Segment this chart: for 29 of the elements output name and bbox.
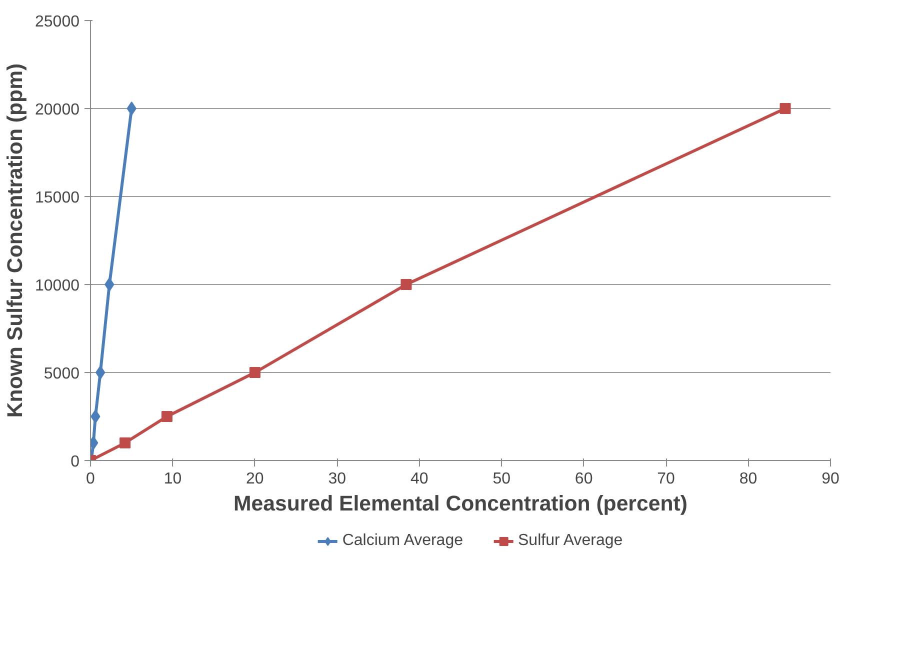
x-tick-label: 80	[739, 470, 758, 488]
x-tick-label: 60	[574, 470, 593, 488]
y-tick-label: 25000	[35, 14, 80, 30]
x-tick-label: 50	[492, 470, 511, 488]
point	[90, 410, 100, 424]
x-axis-title: Measured Elemental Concentration (percent)	[234, 492, 688, 516]
legend-label: Calcium Average	[342, 532, 463, 550]
point	[126, 102, 136, 116]
y-axis-title: Known Sulfur Concentration (ppm)	[3, 63, 28, 418]
point	[400, 279, 412, 290]
x-tick-label: 90	[822, 470, 840, 488]
y-tick-label: 15000	[35, 190, 80, 206]
legend-label: Sulfur Average	[518, 532, 623, 550]
x-tick-label: 70	[657, 470, 676, 488]
y-tick-label: 20000	[35, 102, 80, 118]
point	[104, 278, 114, 292]
point	[120, 437, 131, 448]
point	[96, 366, 106, 380]
x-tick-label: 20	[246, 470, 264, 488]
y-tick-label: 0	[70, 454, 80, 470]
y-tick-label: 5000	[44, 366, 80, 382]
y-tick-label: 10000	[35, 278, 80, 294]
point	[161, 411, 172, 422]
x-tick-label: 10	[164, 470, 182, 488]
x-tick-label: 30	[328, 470, 346, 488]
point	[780, 103, 791, 114]
point	[249, 367, 260, 378]
x-tick-label: 0	[86, 470, 96, 488]
x-tick-label: 40	[410, 470, 428, 488]
